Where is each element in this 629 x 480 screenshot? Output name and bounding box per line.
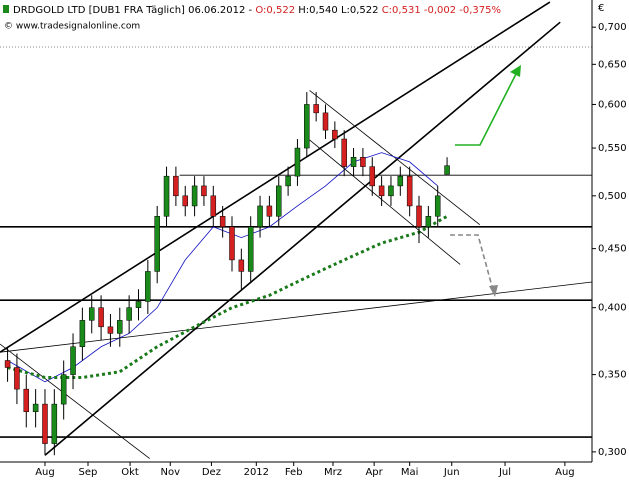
candle-body bbox=[182, 195, 188, 207]
candle-body bbox=[210, 195, 217, 217]
green-arrow-head bbox=[510, 65, 521, 77]
candle-body bbox=[191, 185, 198, 207]
y-tick-label: 0,500 bbox=[598, 191, 627, 202]
candle-body bbox=[275, 185, 282, 217]
candle-body bbox=[163, 175, 170, 217]
y-tick-label: 0,700 bbox=[598, 22, 627, 33]
candle-body bbox=[406, 175, 413, 207]
candle-body bbox=[173, 175, 179, 197]
trend-line bbox=[44, 21, 561, 456]
candle-body bbox=[154, 216, 160, 272]
y-tick-label: 0,600 bbox=[598, 99, 627, 110]
candle-body bbox=[266, 205, 273, 217]
trend-line bbox=[309, 90, 481, 226]
currency: € bbox=[598, 3, 604, 14]
candle-body bbox=[444, 165, 450, 175]
green-arrow bbox=[455, 69, 519, 146]
trend-line bbox=[0, 343, 150, 459]
candle-body bbox=[201, 185, 207, 197]
candle-body bbox=[60, 374, 67, 405]
candle-body bbox=[304, 104, 310, 149]
x-tick-label: Nov bbox=[161, 467, 181, 478]
candle-body bbox=[98, 307, 104, 328]
candle-body bbox=[313, 104, 319, 114]
x-tick-label: Jul bbox=[498, 467, 511, 478]
candle-body bbox=[107, 326, 114, 334]
x-tick-label: Sep bbox=[79, 467, 98, 478]
candle-body bbox=[126, 307, 132, 321]
candle-body bbox=[369, 166, 376, 187]
candle-body bbox=[14, 367, 20, 390]
symbol-icon bbox=[3, 5, 9, 13]
header-open: O:0,522 bbox=[255, 5, 295, 16]
candle-body bbox=[238, 259, 245, 272]
trend-line bbox=[309, 139, 461, 265]
x-tick-label: Mai bbox=[401, 467, 419, 478]
watermark: © www.tradesignalonline.com bbox=[4, 22, 140, 32]
x-tick-label: Mrz bbox=[324, 467, 342, 478]
y-tick-label: 0,650 bbox=[598, 59, 627, 70]
grey-arrow-head bbox=[489, 285, 498, 297]
trend-line bbox=[0, 1, 551, 353]
y-tick-label: 0,550 bbox=[598, 143, 627, 154]
y-tick-label: 0,450 bbox=[598, 244, 627, 255]
x-tick-label: Apr bbox=[365, 467, 383, 478]
candle-body bbox=[285, 175, 291, 187]
x-tick-label: Aug bbox=[555, 467, 575, 478]
header-close: C:0,531 -0,002 -0,375% bbox=[382, 5, 501, 16]
candle-body bbox=[23, 388, 30, 413]
candle-body bbox=[79, 320, 86, 348]
grey-arrow bbox=[450, 234, 494, 291]
candle-body bbox=[341, 138, 347, 167]
y-tick-label: 0,350 bbox=[598, 370, 627, 381]
moving-average bbox=[7, 152, 438, 383]
candle-body bbox=[322, 112, 329, 131]
y-tick-label: 0,300 bbox=[598, 447, 627, 458]
candle-body bbox=[378, 185, 385, 197]
candle-body bbox=[416, 205, 422, 228]
x-tick-label: Jun bbox=[443, 467, 460, 478]
y-tick-label: 0,400 bbox=[598, 303, 627, 314]
candle-body bbox=[70, 346, 76, 375]
candle-body bbox=[219, 216, 226, 228]
x-tick-label: Okt bbox=[121, 467, 139, 478]
candle-body bbox=[332, 129, 338, 140]
candle-body bbox=[145, 271, 151, 302]
x-tick-label: 2012 bbox=[244, 467, 269, 478]
candle-body bbox=[4, 360, 11, 368]
candle-body bbox=[88, 307, 95, 321]
header: DRDGOLD LTD [DUB1 FRA Täglich] 06.06.201… bbox=[13, 5, 501, 16]
x-tick-label: Aug bbox=[35, 467, 55, 478]
candle-body bbox=[434, 195, 441, 217]
header-name: DRDGOLD LTD [DUB1 FRA Täglich] 06.06.201… bbox=[13, 5, 253, 16]
candle-body bbox=[388, 185, 394, 197]
candle-body bbox=[229, 226, 235, 261]
x-tick-label: Dez bbox=[202, 467, 221, 478]
candle-body bbox=[360, 157, 366, 167]
candle-body bbox=[247, 226, 254, 272]
candle-body bbox=[397, 175, 404, 187]
candle-body bbox=[294, 147, 301, 177]
candle-body bbox=[51, 403, 58, 444]
candle-body bbox=[32, 403, 39, 413]
candle-body bbox=[42, 403, 48, 444]
candle-body bbox=[117, 320, 123, 334]
candle-body bbox=[350, 157, 357, 167]
candle-body bbox=[135, 301, 142, 308]
candle-body bbox=[257, 205, 263, 228]
x-tick-label: Feb bbox=[285, 467, 303, 478]
plot-area bbox=[0, 1, 593, 459]
candle-body bbox=[425, 216, 432, 228]
header-hl: H:0,540 L:0,522 bbox=[298, 5, 378, 16]
